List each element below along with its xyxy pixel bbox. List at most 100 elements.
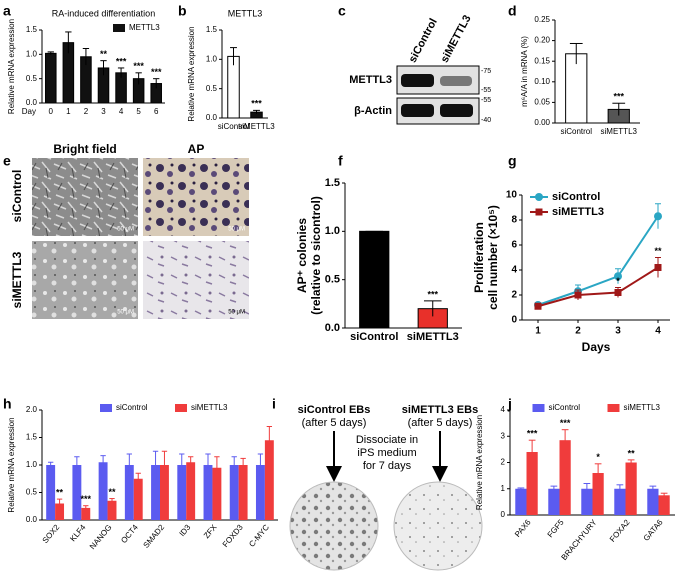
legend-label: siMETTL3: [624, 403, 661, 412]
bar: [548, 488, 560, 515]
column-label: AP: [188, 142, 205, 156]
schematic-text: for 7 days: [363, 460, 412, 472]
x-tick-label: 5: [136, 107, 141, 116]
bar: [255, 465, 265, 520]
y-tick-label: 6: [511, 240, 517, 251]
significance-label: **: [109, 487, 117, 497]
point: [614, 272, 622, 281]
schematic-text: siControl EBs: [298, 404, 371, 416]
bar: [212, 467, 222, 520]
legend-swatch: [607, 404, 620, 412]
y-tick-label: 0.5: [206, 84, 218, 93]
scale-bar-label: 50 μM: [117, 227, 134, 233]
legend-swatch: [532, 404, 545, 412]
legend-marker: [535, 193, 543, 201]
lane-label: siControl: [407, 17, 440, 65]
panel-label: a: [3, 3, 11, 19]
x-tick-label: KLF4: [68, 522, 88, 543]
mw-marker: -75: [481, 68, 491, 75]
x-tick-label: SMAD2: [142, 522, 167, 549]
schematic-text: iPS medium: [357, 447, 416, 459]
y-tick-label: 0.10: [534, 77, 550, 86]
significance-label: ***: [560, 418, 571, 428]
mw-marker: -55: [481, 87, 491, 94]
dish: [289, 481, 379, 571]
schematic-text: (after 5 days): [302, 417, 367, 429]
x-tick-label: ZFX: [202, 522, 219, 540]
x-tick-label: FOXD3: [221, 522, 245, 549]
western-blot: siControl siMETTL3 METTL3 β-Actin -75 -5…: [349, 13, 491, 125]
bar: [526, 452, 538, 515]
bar: [98, 462, 108, 520]
y-axis-label: Relative mRNA expression: [187, 26, 196, 121]
x-tick-label: 1: [535, 326, 541, 337]
y-axis-label: Relative mRNA expression: [7, 417, 16, 512]
x-tick-label: 3: [615, 326, 621, 337]
legend-swatch: [175, 404, 187, 412]
blot-band: [401, 104, 434, 117]
chart-title: RA-induced differentiation: [52, 8, 155, 18]
bar: [592, 473, 604, 515]
bar: [72, 465, 82, 520]
y-tick-label: 1.5: [206, 25, 218, 34]
y-axis-label: AP⁺ colonies: [295, 218, 309, 293]
y-tick-label: 0.00: [534, 118, 550, 127]
y-axis-label: Relative mRNA expression: [7, 19, 16, 114]
panel-label: j: [507, 396, 512, 412]
x-tick-label: siControl: [350, 331, 398, 343]
bar: [186, 462, 196, 520]
bar: [133, 478, 143, 520]
legend-label: siControl: [552, 191, 600, 203]
point: [654, 212, 662, 221]
x-tick-label: GATA6: [642, 517, 665, 542]
schematic-text: Dissociate in: [356, 434, 418, 446]
bar: [107, 500, 117, 520]
significance-label: *: [596, 452, 600, 462]
x-tick-label: 4: [119, 107, 124, 116]
y-axis-label: cell number (×10⁵): [486, 205, 500, 310]
mw-marker: -55: [481, 97, 491, 104]
y-tick-label: 1.5: [26, 25, 38, 34]
lane-label: siMETTL3: [439, 13, 474, 65]
bar: [151, 465, 160, 520]
x-tick-label: ID3: [177, 522, 192, 538]
blot-band: [440, 76, 472, 86]
row-label: siMETTL3: [10, 251, 24, 308]
significance-label: ***: [427, 289, 438, 299]
bar: [46, 465, 56, 520]
legend-marker: [535, 208, 543, 216]
panel-label: i: [272, 396, 276, 412]
x-tick-label: 0: [49, 107, 54, 116]
column-label: Bright field: [53, 142, 116, 156]
legend-label: siMETTL3: [552, 206, 604, 218]
significance-label: **: [628, 448, 636, 458]
bar: [229, 465, 239, 520]
y-tick-label: 1.0: [206, 54, 218, 63]
significance-label: ***: [81, 494, 92, 504]
schematic: siControl EBs (after 5 days) siMETTL3 EB…: [289, 404, 483, 571]
panel-labels: a b c d e f g h i j: [3, 3, 517, 412]
y-tick-label: 0.05: [534, 98, 550, 107]
panel-label: c: [338, 3, 346, 19]
x-tick-label: 4: [655, 326, 661, 337]
bar: [565, 53, 588, 124]
y-tick-label: 0: [511, 315, 517, 326]
y-tick-label: 0.5: [26, 488, 38, 497]
significance-label: ***: [251, 99, 262, 109]
x-tick-label: siMETTL3: [601, 127, 638, 136]
scale-bar-label: 50 μM: [117, 310, 134, 316]
significance-label: **: [100, 49, 108, 59]
y-tick-label: 0.25: [534, 15, 550, 24]
significance-label: ***: [133, 61, 144, 71]
scale-bar-label: 50 μM: [228, 227, 245, 233]
legend-label: METTL3: [129, 23, 160, 32]
legend-swatch: [113, 24, 125, 32]
x-tick-label: BRACHYURY: [560, 517, 600, 562]
x-tick-label: NANOG: [88, 523, 114, 551]
bar: [614, 488, 626, 515]
x-tick-label: siMETTL3: [407, 331, 459, 343]
y-tick-label: 3: [501, 431, 506, 440]
panel-label: d: [508, 3, 517, 19]
legend-swatch: [100, 404, 112, 412]
